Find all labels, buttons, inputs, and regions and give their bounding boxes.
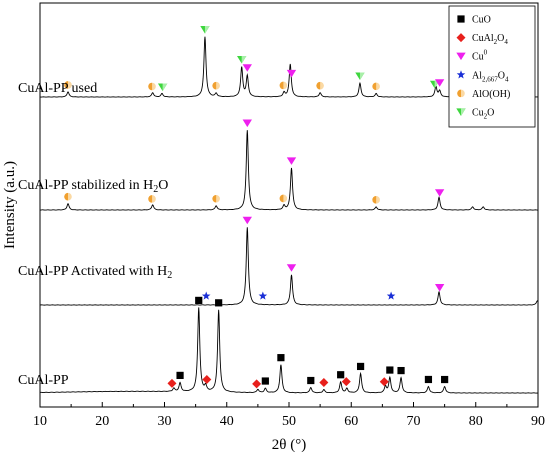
cu0-marker <box>242 119 252 128</box>
alo-oh-marker <box>279 194 288 203</box>
series-cual-pp-activated-with-h2-line <box>39 227 539 306</box>
cu0-marker <box>286 157 297 165</box>
cu2o-marker <box>157 83 168 92</box>
x-tick-label-80: 80 <box>469 414 483 429</box>
cuo-marker <box>457 15 465 23</box>
legend-label-cu2o: Cu2​O <box>472 108 494 121</box>
legend-label-alo-oh: AlO(OH) <box>472 89 510 100</box>
al2-667o4-marker <box>201 291 211 300</box>
x-tick-label-10: 10 <box>33 414 47 429</box>
x-tick-label-90: 90 <box>531 414 545 429</box>
cuo-marker <box>356 362 365 371</box>
cuo-marker <box>215 299 223 307</box>
cual2o4-marker <box>252 379 262 389</box>
cuo-marker <box>307 376 315 385</box>
cuo-marker <box>337 371 345 379</box>
al2-667o4-marker <box>456 70 466 79</box>
cuo-marker <box>176 371 184 380</box>
series-label-cual-pp: CuAl-PP <box>18 373 69 388</box>
cual2o4-marker <box>319 377 329 387</box>
alo-oh-marker <box>372 82 380 91</box>
cual2o4-marker <box>341 377 351 387</box>
cu0-marker <box>286 69 297 78</box>
x-tick-label-30: 30 <box>158 414 172 429</box>
legend: CuO CuAl2​O4​ Cu0​ Al2,667​O4​ AlO(OH) Cu2​O <box>448 5 536 128</box>
cu0-marker <box>286 264 297 272</box>
cu0-marker <box>456 52 466 61</box>
cu2o-marker <box>237 55 247 64</box>
cuo-marker <box>261 377 269 385</box>
legend-label-al2-667o4: Al2,667​O4​ <box>472 70 509 83</box>
cu2o-marker <box>200 26 210 34</box>
y-axis-title: Intensity (a.u.) <box>2 161 18 249</box>
legend-box <box>448 5 536 128</box>
cu0-marker <box>434 284 445 292</box>
alo-oh-marker <box>148 82 156 91</box>
cu0-marker <box>434 79 445 87</box>
cu2o-marker <box>355 72 365 81</box>
al2-667o4-marker <box>386 291 396 300</box>
x-axis-title: 2θ (°) <box>272 437 306 453</box>
alo-oh-marker <box>316 81 324 90</box>
alo-oh-marker <box>279 81 288 90</box>
cuo-marker <box>441 375 449 384</box>
alo-oh-marker <box>372 196 380 204</box>
series-label-cual-pp-stabilized-in-h2o: CuAl-PP stabilized in H2​O <box>18 178 168 195</box>
alo-oh-marker <box>212 194 220 203</box>
alo-oh-marker <box>148 195 156 203</box>
cu2o-marker <box>456 108 466 116</box>
cuo-marker <box>386 366 394 374</box>
x-axis: 10 20 30 40 50 60 70 80 90 <box>33 402 545 429</box>
cu0-marker <box>242 64 252 72</box>
x-tick-label-70: 70 <box>407 414 421 429</box>
x-tick-label-20: 20 <box>95 414 109 429</box>
legend-label-cu0: Cu0​ <box>472 49 488 63</box>
alo-oh-marker <box>64 81 72 89</box>
series-label-cual-pp-activated-with-h2: CuAl-PP Activated with H2​ <box>18 264 172 281</box>
legend-label-cual2o4: CuAl2​O4​ <box>472 33 508 46</box>
cual2o4-marker <box>202 374 212 384</box>
legend-label-cuo: CuO <box>472 15 491 26</box>
cuo-marker <box>277 354 285 362</box>
pattern-labels: CuAl-PP used CuAl-PP stabilized in H2​O Cu… <box>18 81 172 388</box>
cual2o4-marker <box>379 377 389 387</box>
cuo-marker <box>397 366 405 375</box>
x-tick-label-40: 40 <box>220 414 234 429</box>
series-cual-pp-stabilized-in-h2o-line <box>39 130 539 211</box>
x-tick-label-60: 60 <box>344 414 358 429</box>
alo-oh-marker <box>212 81 220 90</box>
alo-oh-marker <box>457 89 465 98</box>
pattern-markers <box>64 26 449 389</box>
alo-oh-marker <box>64 192 72 201</box>
series-label-cual-pp-used: CuAl-PP used <box>18 81 97 96</box>
al2-667o4-marker <box>258 291 268 300</box>
cu0-marker <box>242 216 252 225</box>
cual2o4-marker <box>167 378 177 388</box>
cuo-marker <box>424 375 433 384</box>
x-tick-label-50: 50 <box>282 414 296 429</box>
cuo-marker <box>195 296 203 305</box>
series-cual-pp-line <box>39 307 539 394</box>
cu0-marker <box>434 189 445 197</box>
cual2o4-marker <box>456 33 466 43</box>
